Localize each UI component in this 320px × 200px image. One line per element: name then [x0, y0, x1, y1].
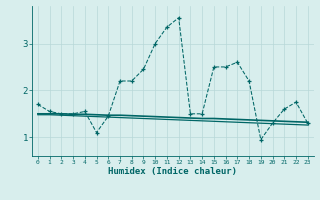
- X-axis label: Humidex (Indice chaleur): Humidex (Indice chaleur): [108, 167, 237, 176]
